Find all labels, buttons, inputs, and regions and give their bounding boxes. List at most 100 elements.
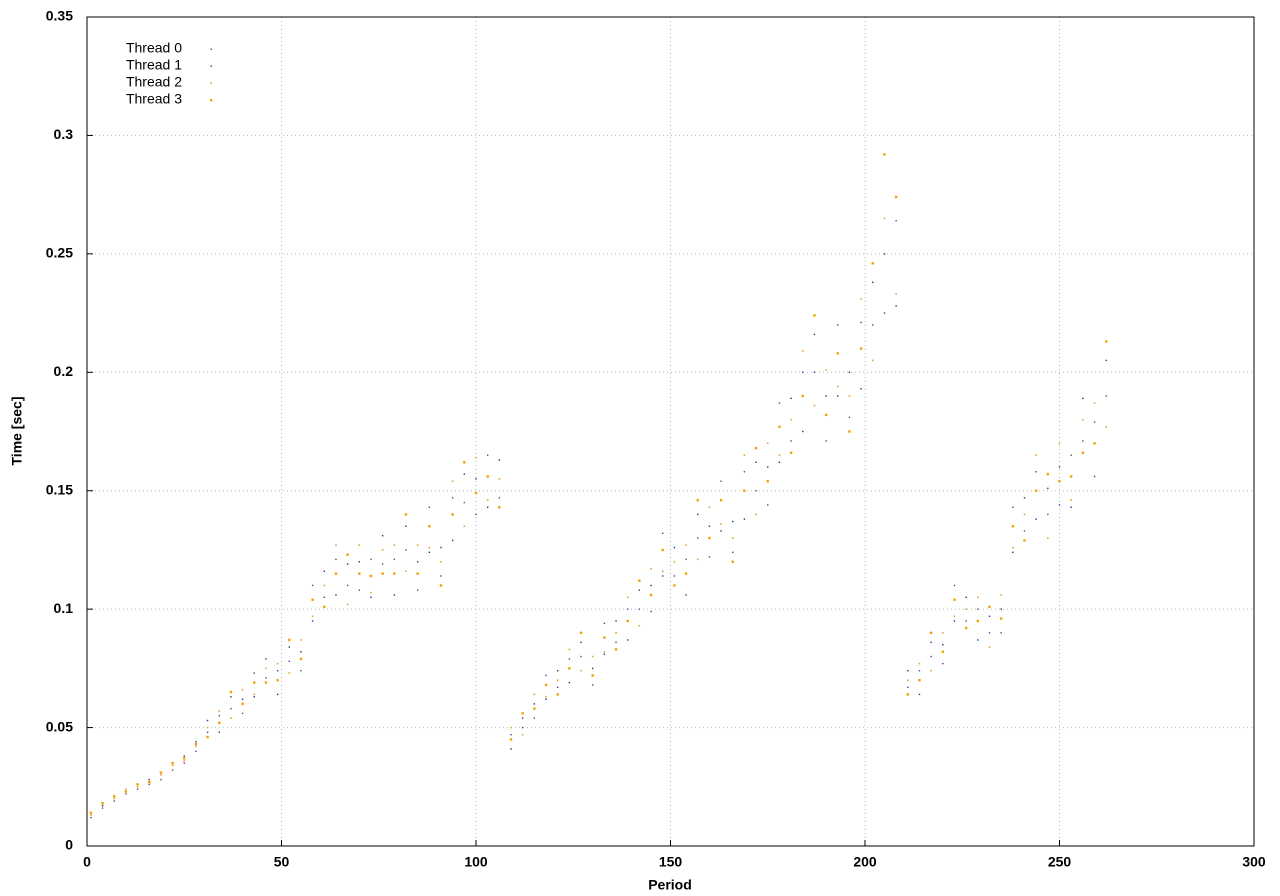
y-axis-title: Time [sec]	[9, 397, 25, 466]
point	[475, 456, 477, 459]
point	[837, 395, 839, 397]
point	[323, 605, 326, 608]
point	[206, 719, 209, 722]
point	[346, 563, 349, 565]
point	[451, 497, 454, 499]
point	[101, 805, 104, 807]
point	[766, 442, 769, 445]
point	[661, 570, 664, 573]
point	[1093, 421, 1096, 423]
point	[580, 669, 582, 672]
point	[183, 762, 185, 764]
point	[603, 622, 606, 625]
point	[580, 641, 582, 644]
point	[230, 707, 232, 710]
point	[929, 631, 933, 635]
point	[673, 575, 676, 577]
point	[918, 693, 921, 696]
point	[195, 750, 197, 752]
point	[1105, 395, 1107, 397]
point	[568, 681, 571, 684]
point	[930, 669, 932, 672]
point	[719, 498, 723, 502]
y-tick-label: 0.15	[46, 481, 73, 497]
point	[486, 454, 489, 456]
point	[685, 594, 687, 596]
point	[743, 489, 746, 492]
legend-symbol	[210, 99, 213, 102]
point	[440, 560, 442, 563]
point	[486, 506, 489, 508]
point	[1058, 504, 1061, 506]
point	[1058, 480, 1061, 483]
point	[451, 480, 454, 483]
point	[592, 684, 594, 686]
point	[697, 537, 699, 539]
point	[1000, 608, 1002, 610]
point	[813, 314, 816, 317]
point	[463, 501, 466, 504]
point	[90, 814, 92, 817]
point	[405, 549, 407, 551]
point	[580, 655, 582, 658]
point	[1023, 513, 1026, 516]
point	[463, 525, 466, 528]
point	[603, 653, 606, 655]
point	[1058, 442, 1061, 445]
point	[894, 195, 898, 199]
point	[124, 790, 128, 793]
point	[125, 793, 127, 795]
point	[358, 589, 360, 591]
point	[474, 491, 478, 495]
point	[1093, 442, 1096, 445]
point	[393, 544, 396, 546]
point	[1104, 340, 1108, 343]
point	[918, 662, 921, 665]
point	[265, 658, 267, 660]
point	[860, 388, 862, 390]
point	[825, 440, 827, 442]
point	[545, 674, 547, 677]
point	[451, 539, 454, 542]
point	[754, 446, 758, 450]
point	[999, 617, 1003, 620]
point	[358, 572, 361, 575]
point	[942, 643, 944, 646]
point	[136, 785, 139, 788]
point	[895, 219, 897, 222]
point	[697, 513, 699, 516]
point	[1105, 359, 1107, 362]
point	[451, 513, 454, 516]
point	[615, 641, 617, 644]
point	[638, 608, 641, 610]
point	[463, 473, 466, 475]
point	[323, 584, 326, 587]
point	[883, 312, 886, 314]
point	[230, 696, 232, 698]
point	[918, 679, 921, 682]
point	[229, 690, 233, 694]
point	[848, 371, 851, 373]
point	[650, 584, 652, 587]
point	[778, 461, 781, 463]
legend-label: Thread 2	[126, 74, 182, 90]
y-tick-label: 0.35	[46, 8, 73, 24]
point	[568, 648, 571, 651]
point	[1046, 472, 1050, 476]
point	[661, 548, 664, 552]
point	[872, 324, 874, 326]
point	[579, 631, 583, 635]
point	[148, 783, 150, 786]
point	[276, 670, 279, 672]
point	[1093, 402, 1096, 404]
point	[253, 693, 256, 696]
point	[1023, 539, 1026, 542]
point	[626, 596, 629, 599]
point	[837, 324, 839, 326]
plot-frame	[86, 16, 1255, 847]
point	[848, 430, 851, 433]
point	[696, 558, 699, 561]
x-axis-title: Period	[648, 877, 692, 893]
point	[650, 568, 652, 570]
point	[136, 783, 139, 786]
